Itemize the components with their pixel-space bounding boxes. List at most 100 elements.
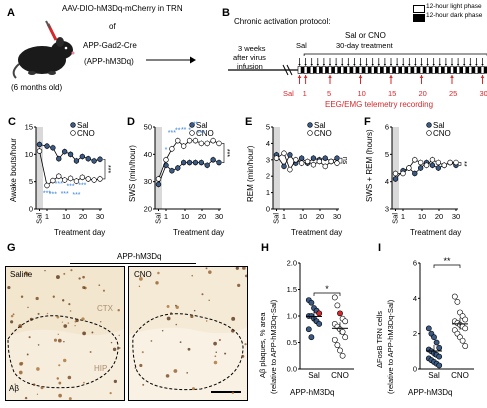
sal-point (429, 162, 436, 168)
dark-phase-block (404, 66, 408, 74)
x-tick-label: 10 (299, 212, 307, 221)
plaque-spot (175, 305, 179, 309)
panel-a-line1: AAV-DIO-hM3Dq-mCherry in TRN (62, 4, 183, 13)
light-phase-block (438, 66, 442, 74)
injection-arrowhead (328, 64, 332, 66)
x-tick-label: 1 (45, 212, 49, 221)
plaque-spot (75, 318, 79, 323)
x-tick-label: 1 (282, 212, 286, 221)
plaque-spot (134, 367, 137, 369)
cno-point (36, 148, 43, 154)
plaque-spot (67, 322, 70, 324)
injection-arrowhead (371, 64, 374, 66)
sal-point (433, 339, 440, 346)
sig-label: ns (341, 157, 348, 165)
cno-point (298, 160, 305, 166)
panel-g-label: G (7, 242, 16, 254)
cno-point (204, 140, 210, 147)
cno-point (334, 302, 341, 309)
panel-h-ylabel1: Aβ plaques, % area (258, 312, 267, 378)
y-tick-label: 0.5 (287, 338, 297, 347)
cno-point (155, 176, 162, 182)
treatment-sublabel: 30-day treatment (336, 41, 393, 50)
light-phase-block (395, 66, 399, 74)
injection-arrowhead (414, 64, 417, 66)
injection-arrowhead (475, 64, 478, 66)
sal-point (316, 310, 323, 317)
plaque-spot (10, 314, 14, 318)
sal-point (91, 158, 97, 164)
light-phase-block (407, 66, 412, 74)
weeks-line1: 3 weeks (238, 44, 266, 53)
plaque-spot (118, 346, 121, 350)
y-tick-label: 1 (266, 188, 270, 197)
plaque-spot (63, 272, 66, 275)
plaque-spot (138, 285, 141, 288)
sal-point (287, 152, 293, 158)
cno-point (85, 176, 91, 182)
legend-cno-label: CNO (196, 129, 214, 138)
cno-point (331, 294, 338, 301)
x-tick-label: CNO (331, 371, 349, 380)
significance-star: *** (78, 182, 86, 189)
injection-arrowhead (322, 64, 326, 66)
panel-g-title: APP-hM3Dq (117, 252, 162, 261)
sig-bracket (340, 157, 343, 164)
sal-point (310, 155, 317, 161)
x-tick-label: 20 (435, 212, 443, 221)
injection-arrowhead (310, 64, 313, 66)
sal-point (175, 165, 181, 171)
cno-point (67, 175, 74, 182)
y-tick-label: 10 (25, 150, 33, 159)
sal-point (50, 145, 56, 151)
cno-point (180, 143, 187, 149)
panel-a-line3: APP-Gad2-Cre (83, 41, 137, 50)
plaque-spot (244, 274, 247, 278)
dark-phase-block (301, 66, 305, 74)
cno-point (451, 293, 458, 300)
x-tick-label: Sal (154, 213, 163, 224)
legend-cno-label: CNO (314, 129, 332, 138)
plaque-spot (74, 324, 76, 327)
sig-bracket (459, 162, 462, 166)
x-tick-label: Sal (308, 371, 320, 380)
plaque-spot (166, 316, 171, 321)
day-label: 30 (479, 89, 487, 98)
cno-point (334, 342, 341, 349)
dark-phase-block (477, 66, 481, 74)
legend-sal-marker (189, 122, 195, 128)
plaque-spot (68, 397, 72, 400)
cno-point (316, 158, 323, 165)
light-phase-block (444, 66, 448, 74)
panel-h-chart: 2.0 1.5 1.0 0.5 0.0 Sal CNO * (287, 259, 354, 380)
y-tick-label: 2 (266, 172, 270, 181)
light-phase-block (389, 66, 393, 74)
light-phase-block (297, 66, 302, 74)
plaque-spot (10, 320, 14, 324)
cno-point (91, 177, 97, 183)
dark-phase-block (392, 66, 396, 74)
plaque-spot (20, 295, 24, 299)
plaque-spot (24, 271, 29, 276)
day-label: 1 (302, 89, 307, 98)
plaque-spot (62, 299, 65, 302)
sal-point (417, 165, 424, 171)
protocol-timeline (228, 53, 487, 84)
plaque-spot (231, 391, 235, 395)
sal-point (392, 176, 399, 182)
y-tick-label: 6 (385, 123, 389, 132)
day-label: 25 (449, 89, 458, 98)
x-tick-label: 30 (215, 212, 223, 221)
baseline-shade (273, 127, 280, 209)
plaque-spot (58, 381, 62, 385)
cno-point (453, 159, 459, 166)
plaque-spot (141, 351, 144, 354)
cno-point (61, 177, 68, 183)
cno-point (192, 137, 199, 144)
panel-h-ylabel2: (relative to APP-hM3Dq-Sal) (269, 299, 278, 394)
y-tick-label: 4 (413, 294, 417, 303)
dark-phase-block (355, 66, 359, 74)
plaque-spot (213, 360, 218, 365)
light-phase-block (316, 66, 320, 74)
legend-light-label: 12-hour light phase (426, 3, 482, 10)
